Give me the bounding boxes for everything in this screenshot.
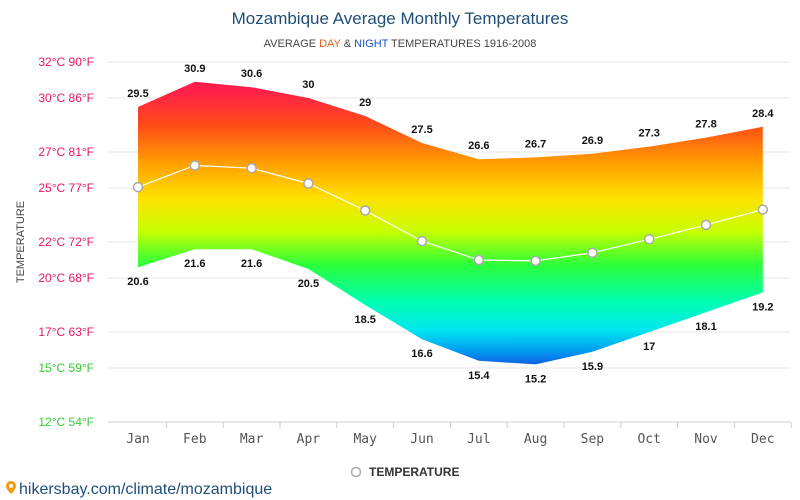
y-tick-label: 22°C 72°F — [38, 235, 94, 249]
day-value-label: 27.8 — [695, 119, 716, 131]
subtitle-night: NIGHT — [354, 38, 389, 50]
average-line — [132, 160, 769, 267]
footer[interactable]: hikersbay.com/climate/mozambique — [6, 481, 272, 498]
night-value-label: 17 — [643, 341, 655, 353]
x-tick-label: Apr — [297, 432, 321, 447]
y-tick-label: 32°C 90°F — [38, 55, 94, 69]
day-value-label: 30.9 — [184, 63, 205, 75]
legend-label: TEMPERATURE — [369, 465, 459, 479]
y-tick-label: 30°C 86°F — [38, 91, 94, 105]
x-tick-label: Aug — [524, 432, 547, 447]
temperature-point — [587, 247, 598, 259]
night-value-label: 18.1 — [695, 321, 716, 333]
temperature-band — [138, 81, 763, 365]
temperature-series-line — [137, 164, 763, 262]
x-tick-label: May — [353, 432, 377, 447]
temperature-point — [530, 255, 541, 267]
x-ticks: Jan Feb Mar Apr May Jun Jul Aug Sep Oct Nov Dec — [126, 422, 792, 447]
y-tick-label: 12°C 54°F — [38, 415, 94, 429]
y-tick-label: 25°C 77°F — [38, 181, 94, 195]
subtitle-day: DAY — [319, 38, 341, 50]
subtitle-prefix: AVERAGE — [264, 38, 319, 50]
x-tick-label: Jun — [410, 432, 433, 447]
day-value-label: 30.6 — [241, 68, 262, 80]
temperature-point — [246, 162, 257, 174]
day-value-label: 27.5 — [411, 124, 432, 136]
night-value-label: 19.2 — [752, 301, 773, 313]
temperature-point — [700, 219, 712, 231]
night-value-label: 21.6 — [241, 258, 262, 270]
temperature-point — [189, 160, 201, 171]
legend-marker — [350, 466, 362, 478]
x-tick-label: Mar — [240, 432, 264, 447]
day-value-label: 26.9 — [582, 135, 603, 147]
night-value-label: 21.6 — [184, 258, 205, 270]
legend[interactable]: TEMPERATURE — [350, 465, 460, 479]
temperature-point — [757, 204, 769, 215]
subtitle-amp: & — [341, 38, 354, 50]
night-value-label: 15.9 — [582, 361, 603, 373]
temperature-point — [416, 235, 428, 247]
night-value-label: 20.6 — [127, 276, 148, 288]
temperature-point — [132, 181, 144, 193]
y-tick-label: 15°C 59°F — [38, 361, 94, 375]
temperature-point — [359, 205, 371, 216]
y-ticks: 12°C 54°F 15°C 59°F 17°C 63°F 20°C 68°F 22°C… — [38, 55, 94, 429]
x-tick-label: Nov — [694, 432, 718, 447]
day-value-label: 29.5 — [127, 88, 148, 100]
night-value-label: 16.6 — [411, 348, 432, 360]
chart-title: Mozambique Average Monthly Temperatures — [232, 9, 569, 28]
y-tick-label: 17°C 63°F — [38, 325, 94, 339]
temperature-point — [473, 254, 485, 266]
y-axis-label: TEMPERATURE — [15, 201, 27, 283]
night-value-label: 15.4 — [468, 370, 490, 382]
temperature-point — [643, 234, 655, 245]
day-value-label: 26.7 — [525, 138, 546, 150]
x-tick-label: Sep — [581, 432, 605, 447]
night-value-label: 18.5 — [354, 314, 375, 326]
location-pin-icon — [6, 481, 16, 494]
x-tick-label: Feb — [183, 432, 207, 447]
night-value-label: 20.5 — [298, 278, 319, 290]
footer-link[interactable]: hikersbay.com/climate/mozambique — [19, 481, 272, 498]
x-tick-label: Jul — [467, 432, 490, 447]
temperature-point — [303, 178, 314, 189]
day-value-label: 27.3 — [638, 128, 659, 140]
day-value-label: 28.4 — [752, 108, 774, 120]
x-tick-label: Oct — [637, 432, 660, 447]
night-value-label: 15.2 — [525, 373, 546, 385]
subtitle-suffix: TEMPERATURES 1916-2008 — [388, 38, 536, 50]
day-value-label: 30 — [302, 79, 314, 91]
y-tick-label: 20°C 68°F — [38, 271, 94, 285]
day-value-label: 29 — [359, 97, 371, 109]
day-value-label: 26.6 — [468, 140, 489, 152]
x-tick-label: Dec — [751, 432, 774, 447]
data-labels: 29.5 30.9 30.6 30 29 27.5 26.6 26.7 26.9 27.3 27.8… — [127, 63, 774, 386]
chart-subtitle: AVERAGE DAY & NIGHT TEMPERATURES 1916-20… — [264, 38, 537, 50]
y-tick-label: 27°C 81°F — [38, 145, 94, 159]
day-night-range-area — [138, 81, 763, 365]
x-tick-label: Jan — [126, 432, 149, 447]
